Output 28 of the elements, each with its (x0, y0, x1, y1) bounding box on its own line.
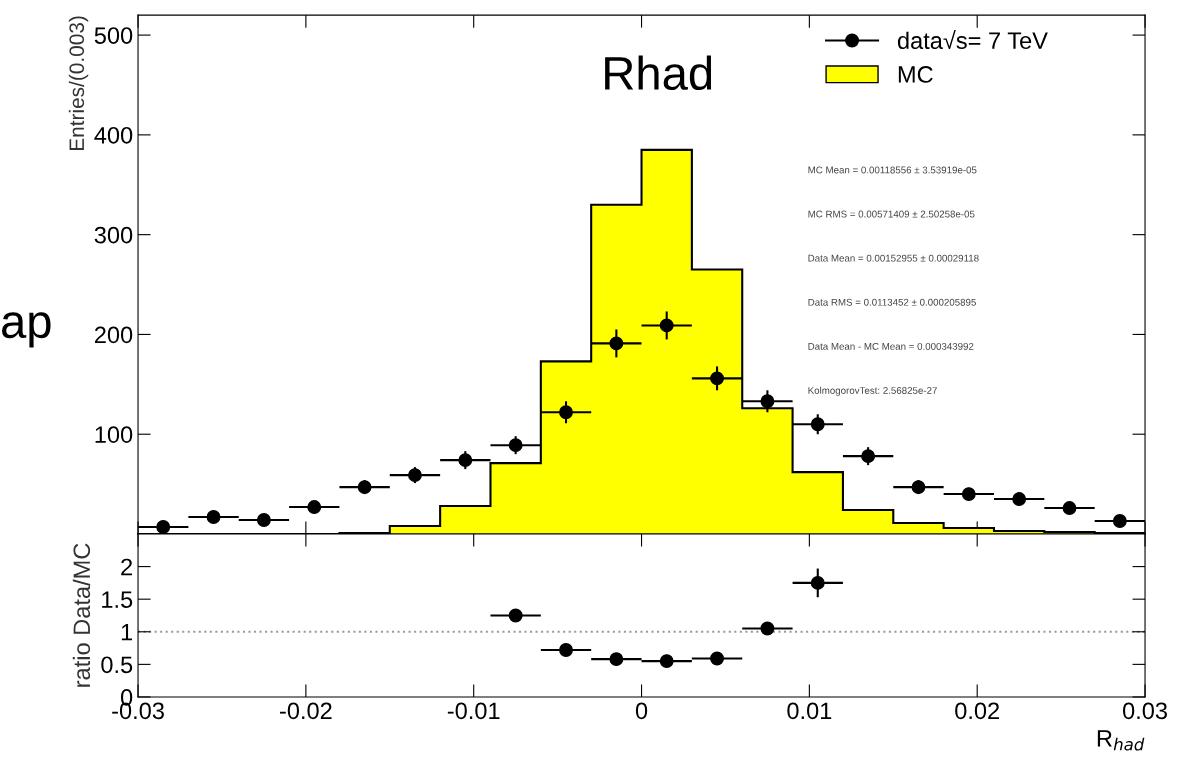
text: ap (2, 312, 51, 348)
y-tick-label: 100 (95, 426, 133, 443)
annotation: Data RMS = 0.0113452 ± 0.000205895 (808, 298, 976, 306)
x-tick-label: 0.01 (787, 702, 832, 720)
y-tick-label: 400 (94, 126, 133, 144)
legend-label: data√s= 7 TeV (897, 30, 1048, 50)
y-tick-label: 1 (121, 624, 133, 641)
annotation: MC RMS = 0.00571409 ± 2.50258e-05 (808, 210, 975, 218)
x-tick-label: 0.03 (1122, 702, 1167, 720)
annotation: KolmogorovTest: 2.56825e-27 (808, 386, 937, 396)
annotation: Data Mean - MC Mean = 0.000343992 (808, 342, 974, 350)
x-tick-label: -0.02 (280, 702, 332, 720)
x-tick-label: 0.02 (955, 702, 999, 720)
x-tick-label: -0.01 (447, 702, 500, 720)
y-axis-title: Entries/(0.003) (68, 16, 89, 151)
y-tick-label: 2 (121, 558, 132, 576)
x-axis-title: R$_{had}$ (1097, 730, 1145, 751)
legend-label: MC (898, 66, 933, 83)
y-tick-label: 1.5 (102, 591, 133, 608)
annotation: Rhad (605, 55, 712, 91)
y-tick-label: 0.5 (101, 656, 133, 674)
y-axis-title: ratio Data/MC (72, 543, 91, 687)
annotation: MC Mean = 0.00118556 ± 3.53919e-05 (808, 166, 977, 174)
y-tick-label: 500 (94, 27, 133, 44)
y-tick-label: 200 (94, 326, 133, 344)
y-tick-label: 300 (94, 226, 133, 244)
x-tick-label: 0 (635, 702, 648, 720)
annotation: Data Mean = 0.00152955 ± 0.00029118 (808, 254, 979, 262)
